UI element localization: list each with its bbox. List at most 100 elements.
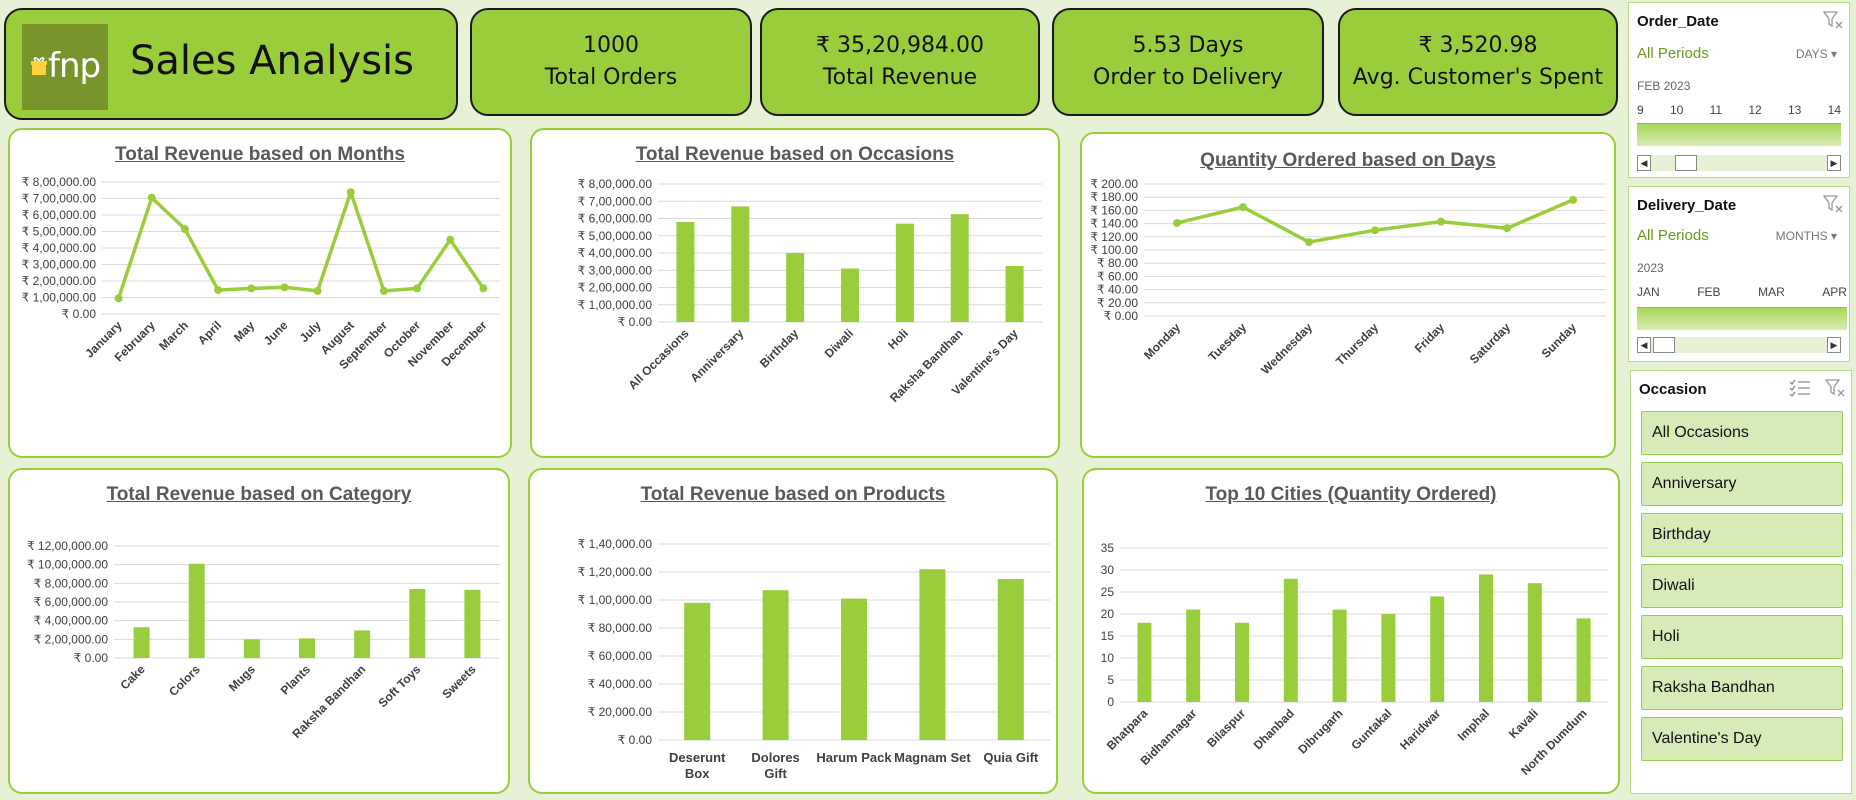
y-tick-label: ₹ 3,00,000.00 <box>578 263 653 277</box>
data-point <box>280 283 289 292</box>
kpi-total-revenue: ₹ 35,20,984.00 Total Revenue <box>760 8 1040 116</box>
y-tick-label: ₹ 6,00,000.00 <box>578 212 653 226</box>
page-title: Sales Analysis <box>130 38 414 84</box>
slicer-item-diwali[interactable]: Diwali <box>1641 564 1843 608</box>
chart-revenue-by-occasions: Total Revenue based on Occasions ₹ 0.00 ₹… <box>530 128 1060 458</box>
data-point <box>1569 195 1577 204</box>
time-level-dropdown[interactable]: MONTHS ▾ <box>1776 229 1837 243</box>
y-tick-label: ₹ 4,00,000.00 <box>578 246 653 260</box>
bar <box>1235 622 1249 702</box>
chart-revenue-by-category: Total Revenue based on Category ₹ 0.00 ₹ … <box>8 468 510 794</box>
clear-filter-icon[interactable] <box>1823 195 1843 213</box>
kpi-label: Avg. Customer's Spent <box>1352 65 1604 90</box>
timeline-scrollbar[interactable]: ◀ ▶ <box>1637 337 1841 353</box>
slicer-delivery-date[interactable]: Delivery_Date All Periods MONTHS ▾ 2023 … <box>1628 186 1850 362</box>
x-tick-label: Guntakal <box>1348 706 1394 752</box>
scroll-right-icon[interactable]: ▶ <box>1827 337 1841 353</box>
clear-filter-icon[interactable] <box>1825 379 1845 397</box>
y-tick-label: ₹ 140.00 <box>1090 217 1138 231</box>
kpi-value: ₹ 35,20,984.00 <box>816 33 984 58</box>
data-point <box>379 286 388 295</box>
series-line <box>116 190 485 299</box>
kpi-value: ₹ 3,520.98 <box>1418 33 1538 58</box>
data-point <box>479 284 488 293</box>
data-point <box>1371 226 1379 235</box>
y-tick-label: ₹ 0.00 <box>74 651 109 665</box>
slicer-item-all-occasions[interactable]: All Occasions <box>1641 411 1843 455</box>
tick-label: 14 <box>1827 103 1841 117</box>
y-tick-label: ₹ 100.00 <box>1090 243 1138 257</box>
scroll-thumb[interactable] <box>1653 337 1675 353</box>
chart-title: Quantity Ordered based on Days <box>1200 150 1496 171</box>
y-tick-label: ₹ 0.00 <box>1104 309 1139 323</box>
timeline-bar[interactable] <box>1637 123 1841 146</box>
chart-svg: ₹ 0.00 ₹ 1,00,000.00 ₹ 2,00,000.00 ₹ 3,00,0… <box>22 175 500 372</box>
slicer-item-valentines-day[interactable]: Valentine's Day <box>1641 717 1843 761</box>
slicer-item-birthday[interactable]: Birthday <box>1641 513 1843 557</box>
bar <box>243 639 260 658</box>
y-tick-label: ₹ 5,00,000.00 <box>22 225 97 239</box>
chart-revenue-by-products: Total Revenue based on Products ₹ 0.00 ₹ … <box>528 468 1058 794</box>
y-tick-label: 20 <box>1101 607 1115 621</box>
clear-filter-icon[interactable] <box>1823 11 1843 29</box>
x-tick-label: Holi <box>885 326 911 352</box>
multi-select-icon[interactable] <box>1789 379 1811 397</box>
data-point <box>1239 203 1247 212</box>
y-tick-label: ₹ 1,00,000.00 <box>578 298 653 312</box>
timeline-scrollbar[interactable]: ◀ ▶ <box>1637 155 1841 171</box>
timeline-bar[interactable] <box>1637 307 1847 330</box>
chart-top-cities: Top 10 Cities (Quantity Ordered) 0 5 10 15 2… <box>1082 468 1620 794</box>
chart-svg: ₹ 0.00₹ 20.00₹ 40.00₹ 60.00₹ 80.00₹ 100.… <box>1090 177 1606 377</box>
y-tick-label: ₹ 160.00 <box>1090 203 1138 217</box>
y-tick-label: ₹ 1,20,000.00 <box>578 565 653 579</box>
x-tick-label: Sunday <box>1539 320 1580 361</box>
y-tick-label: ₹ 40,000.00 <box>588 677 653 691</box>
data-point <box>147 193 156 202</box>
kpi-label: Total Revenue <box>822 65 978 90</box>
x-tick-label: Soft Toys <box>375 662 423 710</box>
kpi-label: Total Orders <box>544 65 678 90</box>
x-tick-label: Tuesday <box>1205 320 1249 364</box>
slicer-item-holi[interactable]: Holi <box>1641 615 1843 659</box>
x-tick-label: July <box>297 318 324 345</box>
bar <box>762 590 789 740</box>
y-tick-label: ₹ 20,000.00 <box>588 705 653 719</box>
bar <box>841 598 867 740</box>
tick-label: 12 <box>1748 103 1762 117</box>
bar <box>1576 618 1591 702</box>
slicer-order-date[interactable]: Order_Date All Periods DAYS ▾ FEB 2023 9… <box>1628 2 1850 178</box>
y-tick-label: ₹ 8,00,000.00 <box>34 576 109 590</box>
x-tick-label: Deserunt <box>669 750 726 765</box>
x-tick-label: Dhanbad <box>1251 706 1297 752</box>
scroll-right-icon[interactable]: ▶ <box>1827 155 1841 171</box>
bar <box>409 588 426 658</box>
slicer-item-raksha-bandhan[interactable]: Raksha Bandhan <box>1641 666 1843 710</box>
period-label[interactable]: All Periods <box>1637 45 1709 62</box>
slicer-title: Order_Date <box>1637 13 1719 30</box>
scroll-left-icon[interactable]: ◀ <box>1637 337 1651 353</box>
x-tick-label: April <box>195 318 224 347</box>
bar <box>188 563 205 658</box>
x-tick-label: Thursday <box>1333 320 1381 368</box>
scroll-left-icon[interactable]: ◀ <box>1637 155 1651 171</box>
y-tick-label: ₹ 8,00,000.00 <box>578 177 653 191</box>
x-tick-label: Gift <box>764 766 787 781</box>
y-tick-label: ₹ 12,00,000.00 <box>27 539 108 553</box>
bar <box>841 268 859 322</box>
chevron-down-icon: ▾ <box>1830 47 1837 61</box>
slicer-item-anniversary[interactable]: Anniversary <box>1641 462 1843 506</box>
kpi-total-orders: 1000 Total Orders <box>470 8 752 116</box>
time-level-dropdown[interactable]: DAYS ▾ <box>1796 47 1837 61</box>
y-tick-label: ₹ 7,00,000.00 <box>578 194 653 208</box>
scroll-thumb[interactable] <box>1675 155 1697 171</box>
title-card: fnp Sales Analysis <box>4 8 458 120</box>
data-point <box>1437 217 1445 226</box>
y-tick-label: ₹ 2,00,000.00 <box>34 632 109 646</box>
slicer-occasion[interactable]: Occasion All Occasions Anniversary Birth… <box>1630 370 1852 794</box>
bar <box>1430 596 1445 702</box>
fnp-logo: fnp <box>22 24 108 110</box>
y-tick-label: 15 <box>1101 629 1115 643</box>
kpi-value: 5.53 Days <box>1132 33 1244 58</box>
period-label[interactable]: All Periods <box>1637 227 1709 244</box>
